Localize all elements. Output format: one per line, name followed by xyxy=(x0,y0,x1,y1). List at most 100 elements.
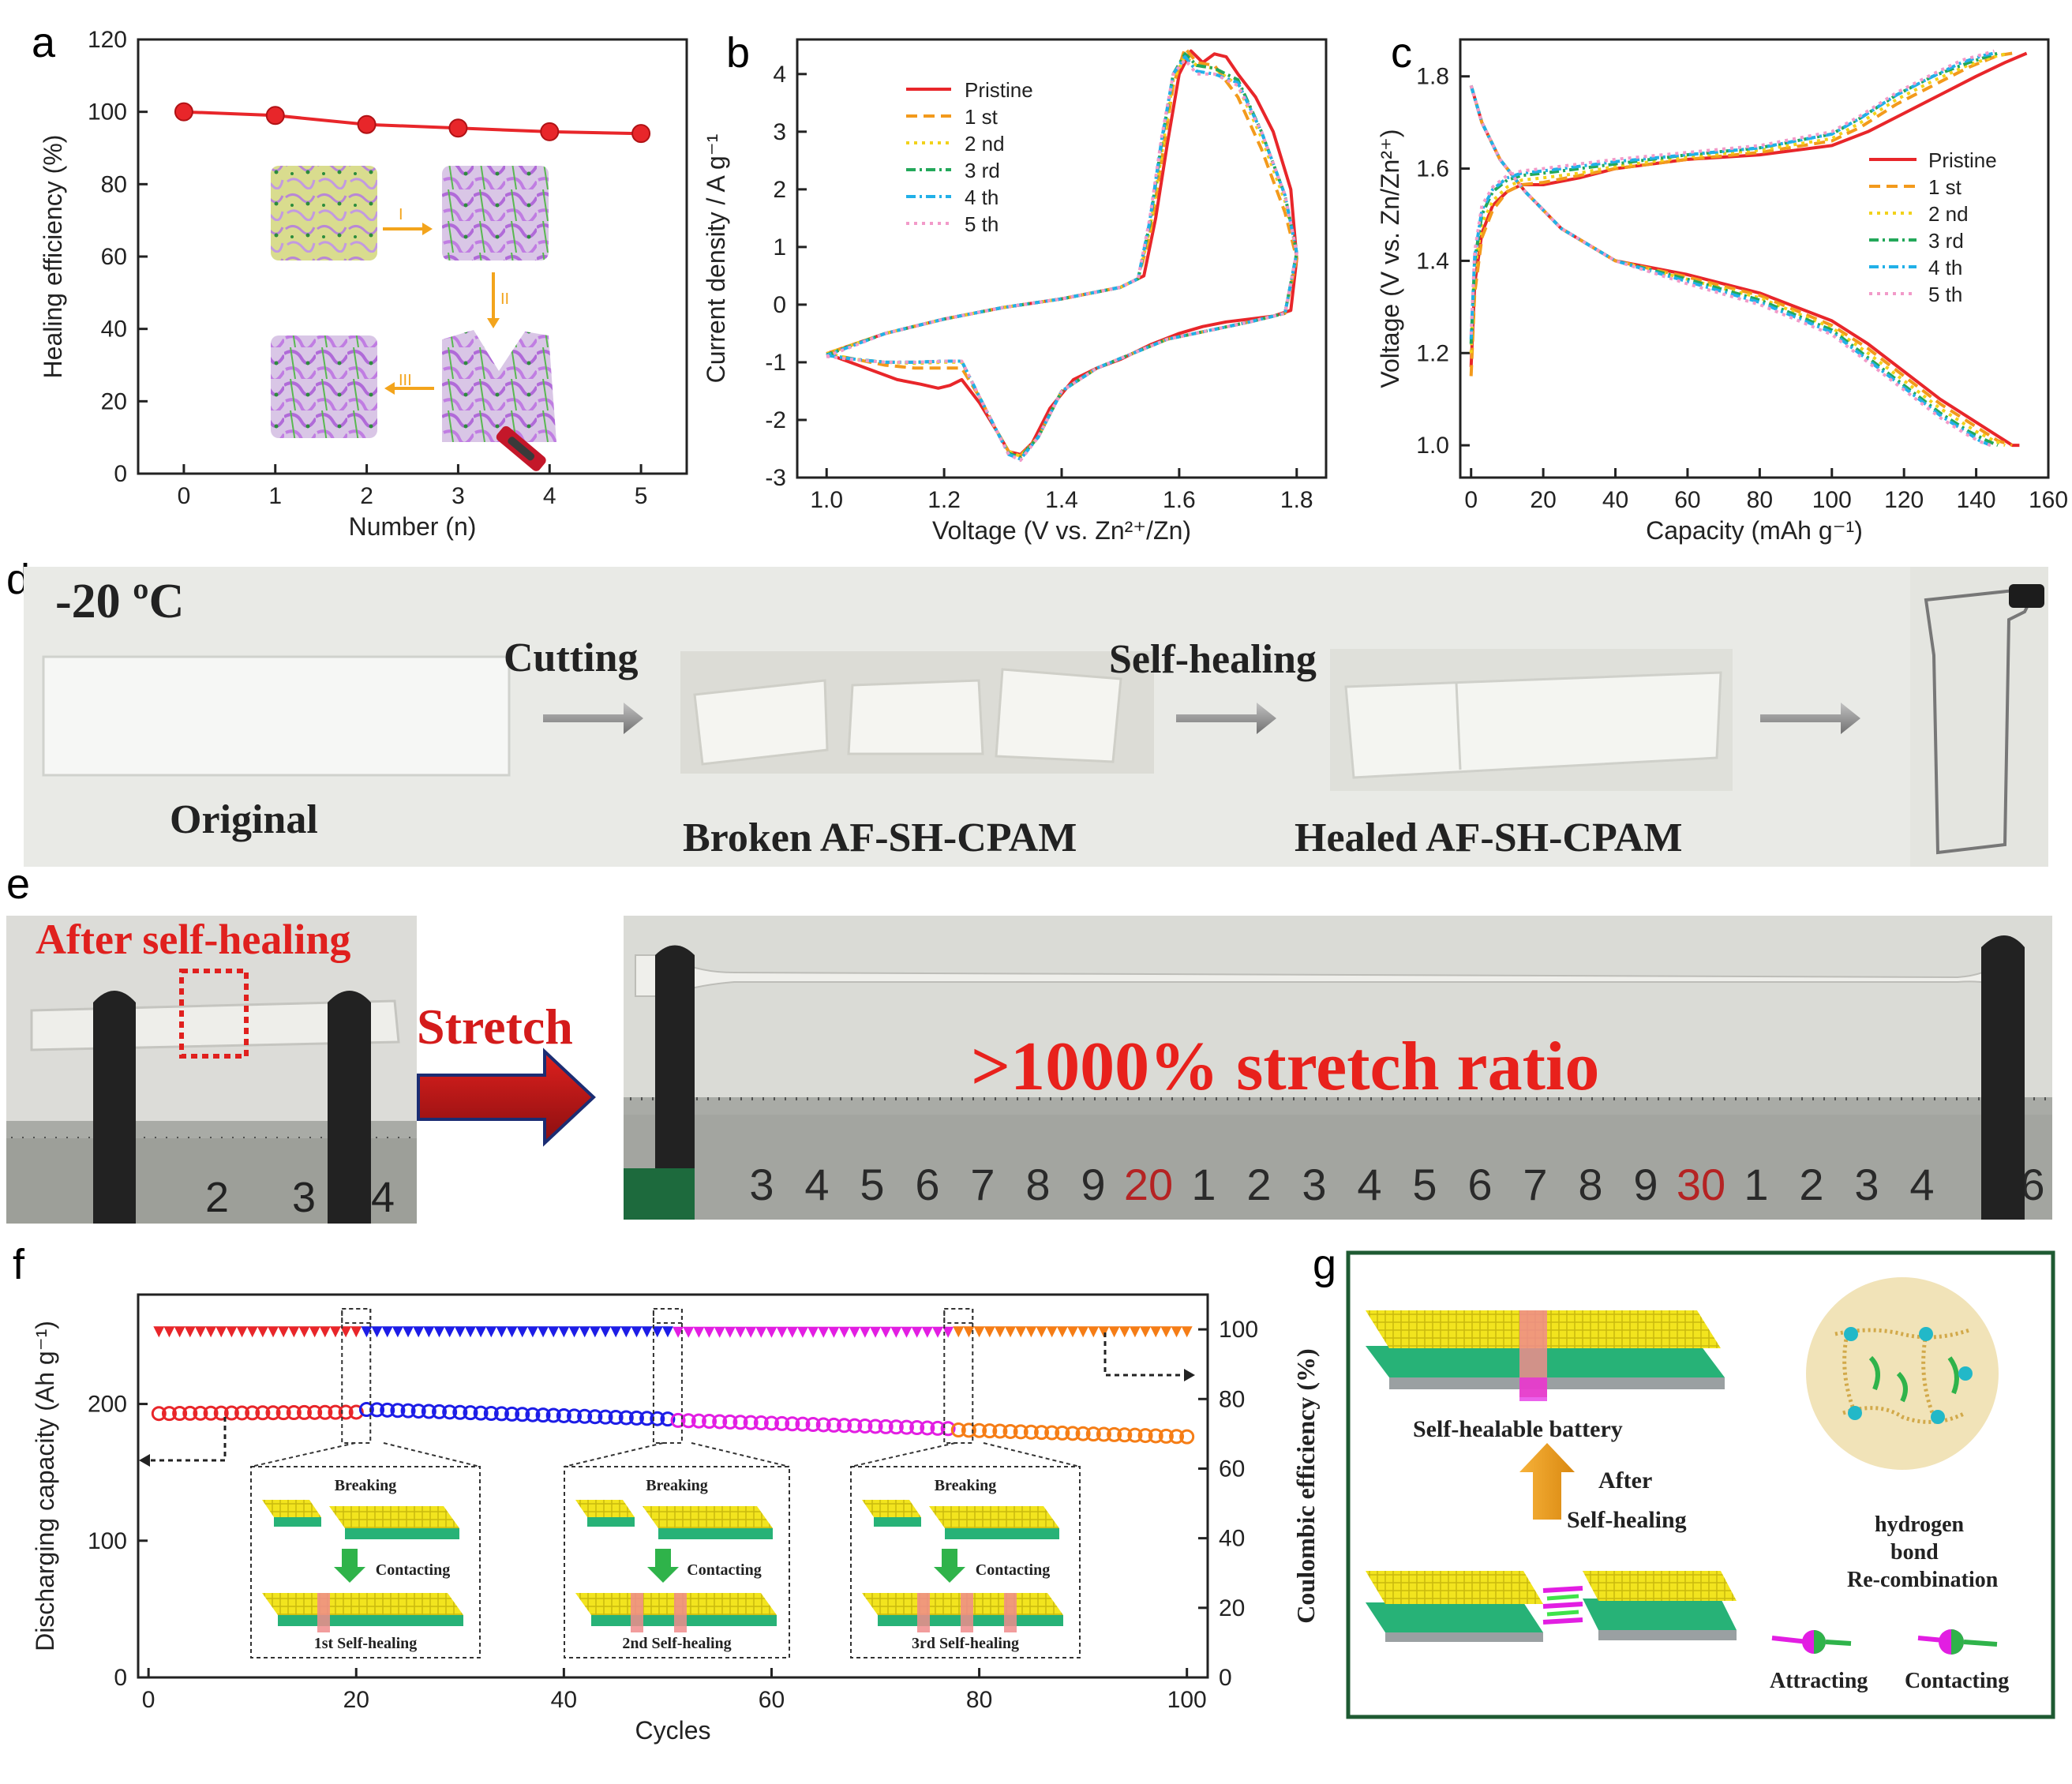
discharge-curve xyxy=(1469,84,1991,447)
efficiency-point xyxy=(516,1326,528,1338)
x-axis-label: Cycles xyxy=(635,1716,710,1745)
cv-curve xyxy=(826,49,1298,456)
y-tick-label: -2 xyxy=(765,407,786,433)
ruler-mark: 9 xyxy=(1633,1160,1658,1209)
up-arrow xyxy=(1519,1443,1575,1520)
cv-curve xyxy=(826,54,1298,461)
capacity-point xyxy=(867,1419,883,1434)
ruler-mark: 6 xyxy=(1467,1160,1492,1209)
x-tick-label: 0 xyxy=(142,1687,155,1713)
capacity-point xyxy=(1137,1428,1153,1444)
y-tick-label: 1.2 xyxy=(1416,340,1449,366)
ruler-left-mark: 3 xyxy=(292,1174,316,1221)
y-right-tick-label: 60 xyxy=(1219,1456,1245,1482)
arrow-cutting xyxy=(543,703,643,734)
capacity-point xyxy=(255,1405,271,1421)
efficiency-point xyxy=(174,102,193,122)
after-label: After xyxy=(1598,1467,1652,1494)
efficiency-point xyxy=(921,1326,933,1338)
efficiency-point xyxy=(620,1326,632,1338)
capacity-point xyxy=(1096,1426,1111,1442)
hydrogen-bond-network xyxy=(1834,1327,1973,1424)
self-healing-label: Self-healing xyxy=(1567,1507,1687,1533)
efficiency-point xyxy=(714,1326,725,1338)
chart-c: 0 20 40 60 80 100 120 140 160 1.0 1.2 1.4 1.6 1.8 Capa… xyxy=(1376,38,2068,545)
efficiency-point xyxy=(766,1326,777,1338)
panel-label-b: b xyxy=(726,29,750,77)
capacity-point xyxy=(577,1408,593,1424)
capacity-point xyxy=(650,1411,665,1426)
efficiency-point xyxy=(828,1326,840,1338)
contacting-label: Contacting xyxy=(1905,1669,2009,1693)
ruler-mark: 20 xyxy=(1124,1160,1173,1209)
ruler-mark: 5 xyxy=(1412,1160,1437,1209)
efficiency-point xyxy=(1056,1326,1068,1338)
efficiency-point xyxy=(288,1326,300,1338)
y-tick-label: 1.8 xyxy=(1416,64,1449,90)
y-tick-label: 1.0 xyxy=(1416,433,1449,459)
capacity-point xyxy=(296,1404,312,1420)
inset-battery-base xyxy=(587,1517,635,1527)
efficiency-point xyxy=(693,1326,705,1338)
capacity-point xyxy=(743,1415,759,1430)
efficiency-point xyxy=(796,1326,808,1338)
inset-battery-base xyxy=(274,1517,321,1527)
capacity-point xyxy=(722,1414,738,1430)
inset-breaking-label: Breaking xyxy=(935,1477,997,1494)
ruler-mark: 5 xyxy=(860,1160,884,1209)
efficiency-point xyxy=(226,1326,238,1338)
ruler-left-mark: 4 xyxy=(371,1174,395,1221)
inset-healing-label: 1st Self-healing xyxy=(314,1635,418,1652)
x-tick-label: 3 xyxy=(451,483,465,509)
legend-entry: 2 nd xyxy=(1928,202,1969,226)
inset-seam xyxy=(317,1593,330,1632)
capacity-point xyxy=(1148,1428,1163,1444)
panel-g: Self-healable battery After Self-healing xyxy=(1346,1250,2055,1719)
panel-label-e: e xyxy=(6,860,30,908)
efficiency-point xyxy=(859,1326,871,1338)
yellow-electrode-left xyxy=(1366,1571,1543,1604)
cv-curve xyxy=(826,52,1298,459)
capacity-point xyxy=(898,1419,914,1435)
y-right-tick-label: 20 xyxy=(1219,1595,1245,1621)
y-tick-label: 2 xyxy=(773,177,786,203)
capacity-point xyxy=(234,1405,250,1421)
ruler-right-ticks xyxy=(624,1097,2052,1115)
capacity-point xyxy=(1127,1427,1143,1443)
capacity-point xyxy=(598,1409,613,1425)
capacity-point xyxy=(660,1411,676,1427)
efficiency-point xyxy=(1036,1326,1047,1338)
inset-zoom-lines xyxy=(250,1442,481,1467)
y-axis-label: Discharging capacity (Ah g⁻¹) xyxy=(31,1321,59,1651)
charge-curve xyxy=(1469,51,2013,377)
y-right-axis-label: Coulombic efficiency (%) xyxy=(1291,1348,1320,1623)
inset-zoom-lines xyxy=(564,1442,790,1467)
inset-seam xyxy=(917,1593,930,1632)
efficiency-point xyxy=(485,1326,497,1338)
capacity-point xyxy=(421,1404,437,1419)
ruler-right-labels: 3 4 5 6 7 8 9 20 1 2 3 4 5 6 7 8 9 30 1 2 3 4 6 xyxy=(749,1160,2044,1209)
after-self-healing-title: After self-healing xyxy=(36,916,350,963)
inset-contacting-label: Contacting xyxy=(687,1561,761,1579)
x-tick-label: 40 xyxy=(551,1687,577,1713)
y-tick-label: 40 xyxy=(101,317,127,343)
efficiency-point xyxy=(496,1326,508,1338)
inset-battery-piece xyxy=(575,1500,635,1517)
capacity-point xyxy=(608,1410,624,1426)
efficiency-point xyxy=(1088,1326,1100,1338)
capacity-point xyxy=(774,1415,790,1431)
y-tick-label: 100 xyxy=(88,1528,127,1554)
inset-battery-piece xyxy=(262,1500,321,1517)
capacity-point xyxy=(1107,1426,1122,1442)
capacity-point xyxy=(390,1403,406,1419)
efficiency-point xyxy=(631,1326,643,1338)
capacity-point xyxy=(785,1416,800,1432)
efficiency-point xyxy=(361,1326,373,1338)
efficiency-point xyxy=(153,1326,165,1338)
efficiency-point xyxy=(278,1326,290,1338)
efficiency-point xyxy=(568,1326,580,1338)
inset-healed-battery xyxy=(262,1593,463,1615)
